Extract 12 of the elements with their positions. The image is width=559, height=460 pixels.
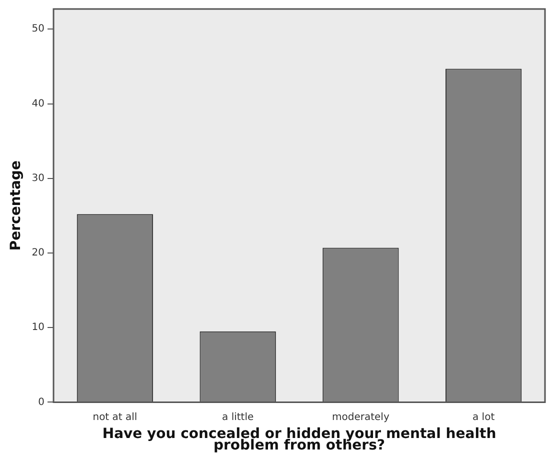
x-axis-title: Have you concealed or hidden your mental health problem from others? [102,426,496,454]
y-tick-label: 30 [32,172,45,184]
y-axis-title: Percentage [8,160,24,251]
y-tick-label: 40 [32,98,45,110]
y-tick-label: 20 [32,248,45,259]
y-tick-label: 10 [32,322,45,334]
y-tick-label: 0 [38,396,45,408]
x-tick-label: moderately [332,412,390,423]
x-tick-label: a lot [472,412,495,423]
y-tick-label: 50 [32,24,45,35]
x-tick-label: not at all [92,412,138,423]
x-tick-label: a little [222,412,254,423]
